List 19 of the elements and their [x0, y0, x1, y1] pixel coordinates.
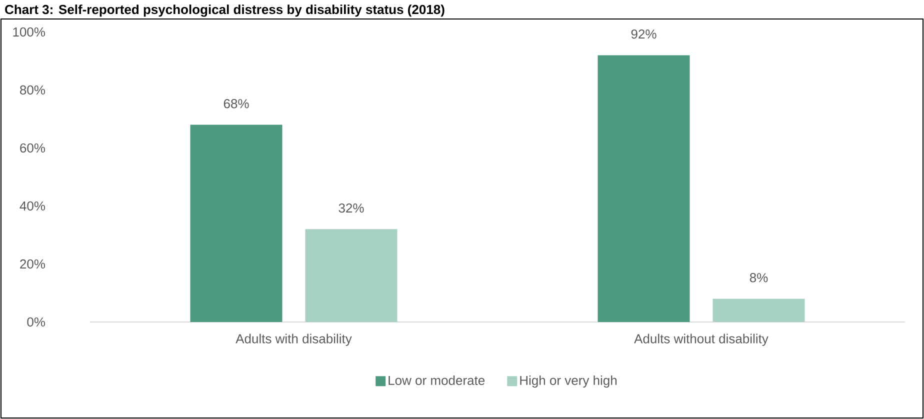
x-tick-label: Adults with disability [236, 334, 352, 346]
bar [305, 229, 398, 322]
y-tick-label: 80% [20, 85, 46, 95]
y-tick-label: 60% [20, 143, 46, 153]
chart-title: Chart 3: Self-reported psychological distress by disability status (2018) [5, 4, 444, 17]
y-tick-label: 20% [20, 259, 46, 269]
x-tick-label: Adults without disability [634, 334, 768, 346]
y-tick-label: 100% [13, 27, 46, 37]
legend-label: High or very high [520, 375, 617, 388]
data-label: 32% [338, 203, 364, 213]
bar [712, 298, 805, 322]
data-label: 92% [631, 29, 656, 39]
y-tick-label: 40% [20, 201, 46, 211]
y-tick-label: 0% [27, 317, 46, 327]
bar [190, 124, 282, 322]
data-label: 68% [224, 99, 249, 108]
bar [598, 55, 690, 322]
data-label: 8% [750, 273, 768, 282]
legend-label: Low or moderate [388, 375, 485, 386]
